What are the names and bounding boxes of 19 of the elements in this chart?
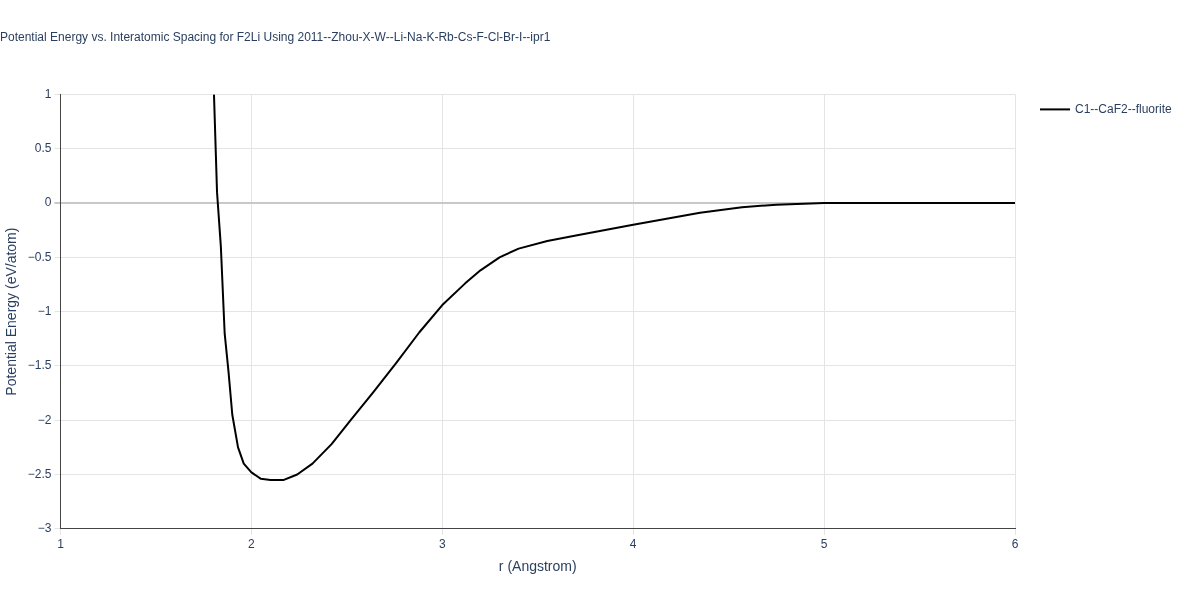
y-tick-label: 0 xyxy=(44,195,52,210)
x-tick-label: 6 xyxy=(1011,537,1019,552)
y-tick-label: 0.5 xyxy=(34,141,52,156)
y-axis-title: Potential Energy (eV/atom) xyxy=(3,227,20,396)
chart-title: Potential Energy vs. Interatomic Spacing for F2Li Using 2011--Zhou-X-W--Li-Na-K-Rb-Cs-F-Cl-Br-I--ipr1 xyxy=(0,29,551,44)
y-tick-label: −1.5 xyxy=(27,358,52,373)
y-tick-label: −2 xyxy=(37,412,52,427)
x-tick-label: 2 xyxy=(248,537,256,552)
y-tick-label: −3 xyxy=(37,521,52,536)
y-tick-label: −0.5 xyxy=(27,249,52,264)
y-tick-label: −1 xyxy=(37,303,52,318)
y-tick-label: −2.5 xyxy=(27,466,52,481)
x-tick-label: 5 xyxy=(820,537,828,552)
x-tick-label: 1 xyxy=(57,537,65,552)
x-axis-title: r (Angstrom) xyxy=(498,558,577,575)
x-tick-label: 4 xyxy=(629,537,637,552)
x-tick-label: 3 xyxy=(438,537,446,552)
y-tick-label: 1 xyxy=(44,86,52,101)
legend-label: C1--CaF2--fluorite xyxy=(1075,101,1173,116)
